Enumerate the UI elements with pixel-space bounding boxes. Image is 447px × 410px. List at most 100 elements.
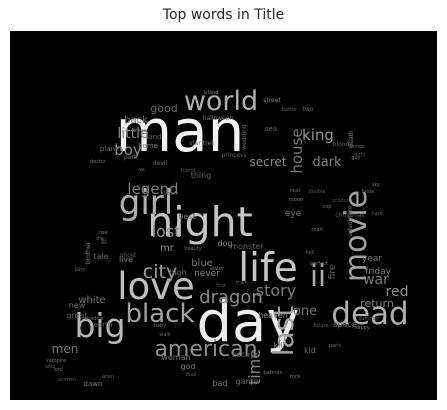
word-christmas: christmas [335, 212, 364, 219]
word-princess: princess [222, 152, 247, 159]
word-men: men [52, 342, 79, 356]
word-house: house [288, 128, 306, 173]
word-prince: prince [349, 144, 365, 150]
word-bad: bad [212, 379, 227, 388]
word-red: red [386, 284, 409, 300]
word-last: last [267, 306, 300, 357]
word-white: white [78, 295, 105, 306]
word-king: king [302, 126, 334, 144]
word-death: death [348, 130, 355, 148]
word-back: back [124, 115, 148, 126]
word-devil: devil [153, 160, 168, 167]
word-shadow: shadow [84, 316, 103, 322]
word-iii: iii [101, 238, 107, 246]
word-return: return [360, 297, 394, 310]
word-friday: friday [365, 267, 392, 277]
word-bride: bride [362, 189, 375, 195]
word-island: island [204, 90, 219, 96]
word-john: john [74, 267, 86, 273]
word-story: story [256, 281, 296, 300]
word-double: double [308, 189, 325, 195]
word-dragon: dragon [199, 287, 263, 308]
word-best: best [178, 212, 195, 221]
word-train: train [236, 280, 248, 286]
word-summer: summer [359, 316, 381, 322]
word-space: space [333, 320, 357, 329]
word-vs: vs [139, 167, 145, 173]
word-battle: battle [282, 107, 297, 113]
word-first: first [216, 283, 226, 289]
word-life: life [238, 246, 297, 291]
word-brother: brother [85, 241, 92, 264]
word-kid: kid [304, 346, 316, 355]
word-day: day [196, 290, 299, 355]
word-part: part [124, 154, 137, 161]
word-die: die [96, 236, 104, 242]
word-never: never [194, 269, 220, 279]
word-dawn: dawn [84, 380, 103, 388]
word-man: man [116, 97, 245, 165]
word-escape: escape [232, 350, 260, 359]
word-black: black [125, 299, 194, 329]
word-friend: friend [181, 168, 196, 174]
word-earth: earth [94, 321, 113, 329]
word-street: street [263, 97, 281, 104]
word-allen: allen [102, 374, 114, 380]
word-blood: blood [333, 141, 350, 148]
word-future: future [313, 323, 328, 329]
word-ii: ii [310, 259, 326, 293]
word-great: great [66, 311, 87, 320]
word-hell: hell [305, 250, 314, 256]
word-guy: guy [351, 155, 360, 161]
word-dark: dark [312, 155, 342, 170]
word-girl: girl [119, 183, 173, 223]
word-american: american [154, 337, 257, 362]
word-dog: dog [217, 239, 232, 248]
word-walk: walk [159, 332, 171, 338]
word-rise: rise [98, 230, 107, 236]
word-hard: hard [371, 211, 382, 217]
word-wedding: wedding [241, 124, 248, 150]
word-big: big [74, 306, 125, 345]
word-thing: thing [191, 171, 212, 180]
word-fire: fire [328, 264, 338, 279]
word-heaven: heaven [258, 311, 288, 320]
word-vampire: vampire [46, 358, 66, 364]
word-time: time [245, 349, 264, 385]
word-secret: secret [250, 155, 287, 169]
word-three: three [133, 128, 146, 134]
word-dead: dead [331, 296, 408, 332]
word-mr: mr [160, 243, 175, 254]
word-world: world [184, 86, 258, 117]
word-final: final [186, 372, 197, 378]
word-sea: sea [265, 125, 277, 133]
chart-title: Top words in Title [162, 7, 285, 23]
word-dream: dream [162, 191, 178, 197]
word-movie: movie [339, 190, 374, 282]
word-water: water [210, 266, 225, 272]
word-war: war [363, 272, 389, 288]
word-game: game [236, 377, 259, 386]
word-live: live [119, 255, 133, 264]
word-lost: lost [152, 222, 181, 241]
word-wild: wild [45, 364, 55, 370]
word-two: two [303, 106, 314, 113]
word-batman: batman [263, 370, 282, 376]
word-beauty: beauty [184, 246, 201, 252]
word-paris: paris [329, 343, 342, 349]
word-home: home [138, 142, 158, 150]
word-boy: boy [114, 141, 142, 159]
word-city: city [143, 261, 177, 283]
word-doctor: doctor [90, 159, 107, 165]
word-sky: sky [372, 182, 380, 188]
word-one: one [293, 304, 317, 319]
word-adventure: adventure [347, 205, 354, 236]
word-baby: baby [154, 323, 166, 329]
word-kill: kill [273, 341, 284, 350]
word-star-trek: star trek [189, 140, 215, 147]
word-legend: legend [127, 180, 178, 198]
word-god: god [180, 362, 195, 371]
word-happy: happy [354, 325, 370, 331]
